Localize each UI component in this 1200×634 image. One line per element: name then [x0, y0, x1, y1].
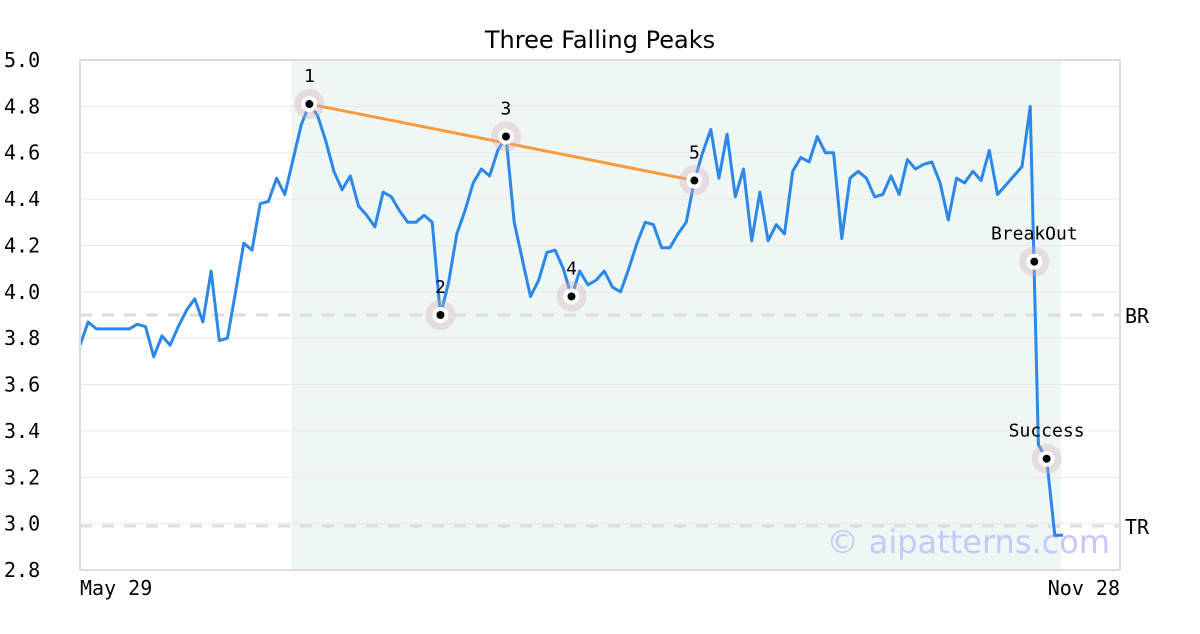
marker-label-breakout: BreakOut — [991, 224, 1078, 245]
marker-dot-5 — [690, 176, 699, 185]
marker-label-5: 5 — [689, 143, 700, 164]
grid-layer — [80, 59, 1120, 571]
y-tick-label: 3.4 — [4, 419, 40, 443]
marker-dot-4 — [567, 292, 576, 301]
axes-layer: 5.0 4.8 4.6 4.4 4.2 4.0 3.8 3.6 3.4 3.2 3.0 2.8 May … — [4, 48, 1121, 600]
x-tick-label: May 29 — [80, 576, 152, 600]
plot-frame — [79, 59, 1121, 571]
marker-dot-2 — [436, 311, 445, 319]
y-tick-label: 4.8 — [4, 94, 40, 118]
marker-dot-1 — [305, 100, 314, 109]
y-tick-label: 4.6 — [4, 141, 40, 165]
marker-label-3: 3 — [501, 99, 512, 120]
level-label-br: BR — [1125, 304, 1150, 328]
marker-label-2: 2 — [435, 277, 446, 298]
levels-layer: BR TR — [80, 304, 1150, 539]
y-tick-label: 3.8 — [4, 326, 40, 350]
y-tick-label: 3.0 — [4, 512, 40, 536]
y-tick-label: 3.2 — [4, 465, 40, 489]
y-tick-label: 5.0 — [4, 48, 40, 72]
level-label-tr: TR — [1125, 515, 1150, 539]
marker-label-success: Success — [1009, 421, 1085, 442]
y-tick-label: 4.0 — [4, 280, 40, 304]
chart-title: Three Falling Peaks — [484, 26, 715, 54]
marker-dot-3 — [501, 132, 510, 141]
y-tick-label: 4.2 — [4, 233, 40, 257]
marker-dot-breakout — [1030, 257, 1039, 266]
marker-label-4: 4 — [566, 258, 577, 279]
markers-layer: 1 2 3 4 5 BreakOut Success — [294, 66, 1085, 474]
y-tick-label: 4.4 — [4, 187, 40, 211]
marker-label-1: 1 — [304, 66, 315, 87]
y-tick-label: 2.8 — [4, 558, 40, 582]
marker-dot-success — [1042, 454, 1051, 463]
watermark: © aipatterns.com — [827, 523, 1110, 561]
x-tick-label: Nov 28 — [1048, 576, 1120, 600]
y-tick-label: 3.6 — [4, 373, 40, 397]
